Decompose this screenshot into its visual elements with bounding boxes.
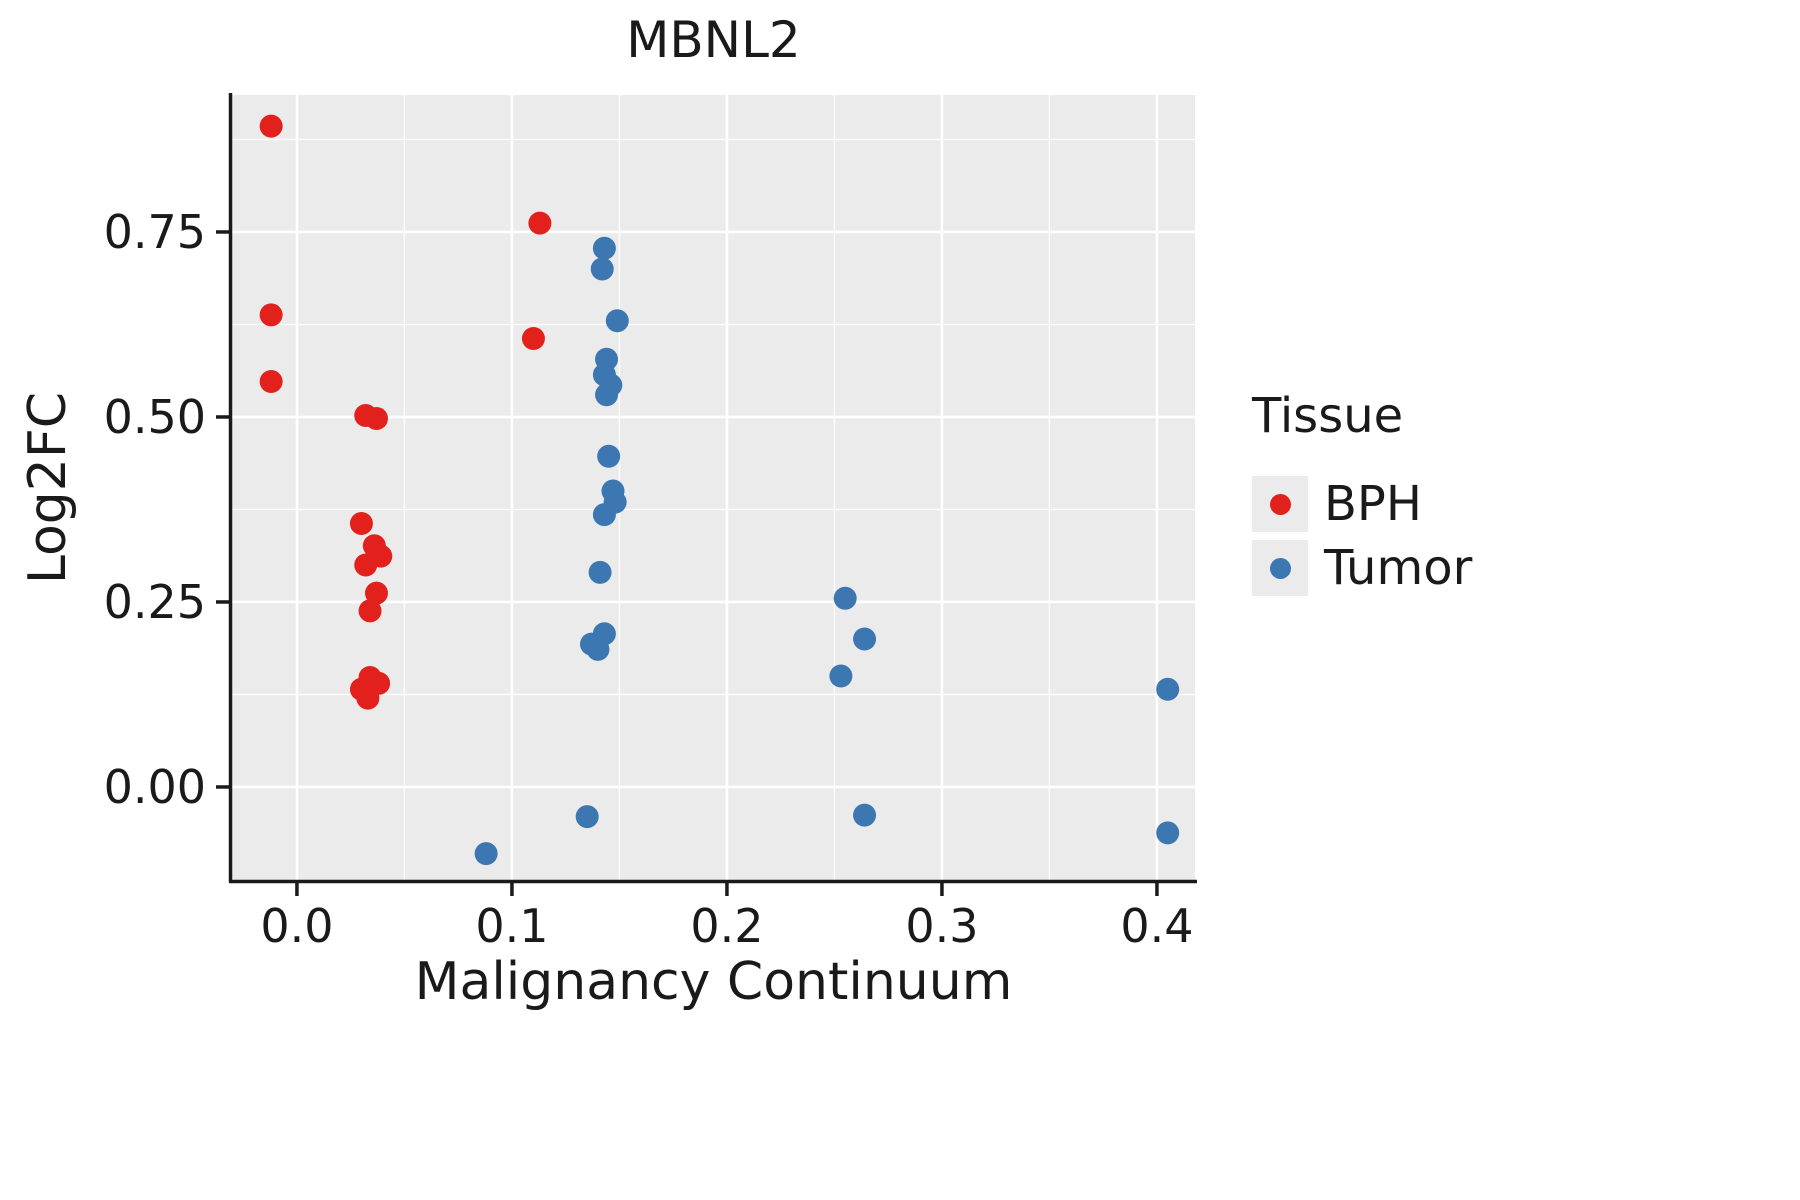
- data-point-bph: [259, 114, 283, 138]
- data-point-tumor: [853, 803, 877, 827]
- data-point-bph: [521, 327, 545, 351]
- data-point-tumor: [1156, 821, 1180, 845]
- data-point-tumor: [595, 383, 619, 407]
- legend-label: BPH: [1324, 476, 1422, 532]
- data-point-bph: [259, 303, 283, 327]
- x-tick-label: 0.1: [475, 899, 548, 953]
- data-point-tumor: [588, 560, 612, 584]
- data-point-tumor: [592, 503, 616, 527]
- data-point-tumor: [592, 236, 616, 260]
- data-point-tumor: [590, 257, 614, 281]
- data-point-bph: [364, 406, 388, 430]
- x-axis-title: Malignancy Continuum: [414, 952, 1013, 1012]
- legend-key: [1252, 540, 1308, 596]
- x-tick-label: 0.3: [905, 899, 978, 953]
- data-point-bph: [354, 553, 378, 577]
- legend-key: [1252, 476, 1308, 532]
- chart-title: MBNL2: [626, 11, 801, 69]
- legend-label: Tumor: [1324, 540, 1473, 596]
- data-point-bph: [528, 211, 552, 235]
- data-point-tumor: [833, 586, 857, 610]
- legend-dot-icon: [1269, 493, 1291, 515]
- data-point-tumor: [474, 842, 498, 866]
- data-point-tumor: [586, 637, 610, 661]
- legend-item-bph: BPH: [1252, 472, 1472, 536]
- data-point-bph: [356, 686, 380, 710]
- y-axis-title: Log2FC: [18, 391, 78, 585]
- x-tick-label: 0.4: [1120, 899, 1193, 953]
- data-point-tumor: [575, 805, 599, 829]
- x-tick-label: 0.2: [690, 899, 763, 953]
- legend-items: BPH Tumor: [1252, 472, 1472, 600]
- data-point-tumor: [597, 444, 621, 468]
- data-point-bph: [358, 599, 382, 623]
- data-point-bph: [364, 581, 388, 605]
- data-point-tumor: [829, 664, 853, 688]
- legend-item-tumor: Tumor: [1252, 536, 1472, 600]
- legend-dot-icon: [1269, 557, 1291, 579]
- legend-title: Tissue: [1252, 388, 1404, 444]
- panel-background: [232, 95, 1195, 880]
- legend: Tissue BPH Tumor: [1252, 388, 1472, 600]
- data-point-tumor: [1156, 677, 1180, 701]
- y-tick-label: 0.25: [104, 575, 206, 629]
- y-tick-label: 0.75: [104, 205, 206, 259]
- y-tick-label: 0.50: [104, 390, 206, 444]
- data-point-tumor: [853, 627, 877, 651]
- data-point-bph: [259, 369, 283, 393]
- data-point-bph: [349, 512, 373, 536]
- x-tick-label: 0.0: [260, 899, 333, 953]
- y-tick-label: 0.00: [104, 760, 206, 814]
- data-point-tumor: [605, 309, 629, 333]
